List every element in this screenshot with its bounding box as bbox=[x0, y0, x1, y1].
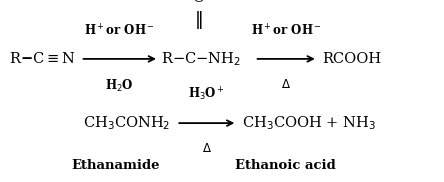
Text: $\Delta$: $\Delta$ bbox=[202, 142, 212, 155]
Text: $\Vert$: $\Vert$ bbox=[194, 9, 202, 31]
Text: H$_3$O$^+$: H$_3$O$^+$ bbox=[188, 85, 225, 103]
Text: CH$_3$CONH$_2$: CH$_3$CONH$_2$ bbox=[83, 114, 170, 132]
Text: H$^+$or OH$^-$: H$^+$or OH$^-$ bbox=[251, 23, 321, 38]
Text: RCOOH: RCOOH bbox=[322, 52, 381, 66]
Text: H$^+$or OH$^-$: H$^+$or OH$^-$ bbox=[84, 23, 155, 38]
Text: O: O bbox=[192, 0, 204, 5]
Text: $\Delta$: $\Delta$ bbox=[281, 78, 291, 91]
Text: R$\mathbf{-}$C$\equiv$N: R$\mathbf{-}$C$\equiv$N bbox=[9, 51, 75, 66]
Text: H$_2$O: H$_2$O bbox=[106, 78, 134, 94]
Text: Ethanoic acid: Ethanoic acid bbox=[235, 159, 336, 172]
Text: CH$_3$COOH + NH$_3$: CH$_3$COOH + NH$_3$ bbox=[242, 114, 376, 132]
Text: R$-$C$-$NH$_2$: R$-$C$-$NH$_2$ bbox=[161, 50, 241, 68]
Text: Ethanamide: Ethanamide bbox=[71, 159, 160, 172]
